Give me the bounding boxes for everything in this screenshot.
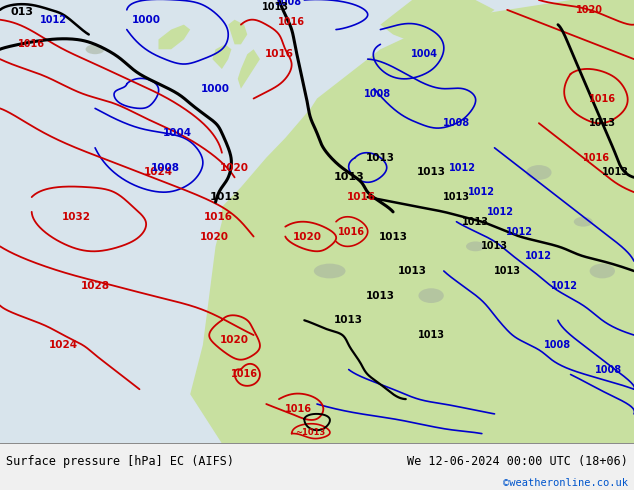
Text: 1008: 1008 <box>545 340 571 350</box>
Ellipse shape <box>526 165 552 180</box>
Text: 1013: 1013 <box>418 330 444 340</box>
Text: 1016: 1016 <box>347 192 376 202</box>
Text: ~1013: ~1013 <box>295 428 326 437</box>
Text: 1008: 1008 <box>443 118 470 128</box>
Ellipse shape <box>466 242 485 251</box>
Text: 1016: 1016 <box>18 39 45 49</box>
Text: 1013: 1013 <box>443 192 470 202</box>
Text: 1032: 1032 <box>61 212 91 222</box>
Text: 1013: 1013 <box>462 217 489 227</box>
Text: 1008: 1008 <box>364 89 391 98</box>
Polygon shape <box>212 45 231 69</box>
Polygon shape <box>158 24 190 49</box>
Text: We 12-06-2024 00:00 UTC (18+06): We 12-06-2024 00:00 UTC (18+06) <box>407 455 628 467</box>
Text: 1013: 1013 <box>366 153 395 163</box>
Text: ©weatheronline.co.uk: ©weatheronline.co.uk <box>503 478 628 488</box>
Polygon shape <box>222 320 304 443</box>
Ellipse shape <box>418 288 444 303</box>
Text: 1000: 1000 <box>201 84 230 94</box>
Text: 1013: 1013 <box>378 231 408 242</box>
Text: 1024: 1024 <box>49 340 78 350</box>
Text: 1016: 1016 <box>278 17 305 27</box>
Ellipse shape <box>86 45 105 54</box>
Text: 1013: 1013 <box>262 2 289 12</box>
Text: 1020: 1020 <box>576 5 603 15</box>
Ellipse shape <box>314 264 346 278</box>
Text: 1016: 1016 <box>204 212 233 222</box>
Text: 1016: 1016 <box>339 226 365 237</box>
Polygon shape <box>380 0 495 39</box>
Ellipse shape <box>574 217 593 227</box>
Text: 1020: 1020 <box>220 335 249 345</box>
Text: 1013: 1013 <box>417 168 446 177</box>
Text: 013: 013 <box>11 7 34 17</box>
Text: 1013: 1013 <box>494 266 521 276</box>
Text: 1013: 1013 <box>602 168 628 177</box>
Text: 1008: 1008 <box>595 365 622 374</box>
Text: 1012: 1012 <box>469 187 495 197</box>
Text: 1020: 1020 <box>293 231 322 242</box>
Text: 1012: 1012 <box>551 281 578 291</box>
Polygon shape <box>238 49 260 89</box>
Text: 1000: 1000 <box>131 15 160 24</box>
Text: 1013: 1013 <box>210 192 240 202</box>
Text: 1016: 1016 <box>264 49 294 59</box>
Text: 1020: 1020 <box>220 163 249 172</box>
Text: 1012: 1012 <box>450 163 476 172</box>
Text: 1012: 1012 <box>41 15 67 24</box>
Text: 1016: 1016 <box>583 153 609 163</box>
Text: 1028: 1028 <box>81 281 110 291</box>
Polygon shape <box>228 20 247 45</box>
Text: 1012: 1012 <box>507 226 533 237</box>
Text: 1016: 1016 <box>589 94 616 103</box>
Ellipse shape <box>590 264 615 278</box>
Text: 1013: 1013 <box>333 172 364 182</box>
Text: 1013: 1013 <box>589 118 616 128</box>
Text: 1013: 1013 <box>366 291 395 301</box>
Text: 1004: 1004 <box>411 49 438 59</box>
Text: 1013: 1013 <box>334 315 363 325</box>
Text: 1016: 1016 <box>231 369 257 379</box>
Text: 1020: 1020 <box>200 231 229 242</box>
Text: 1012: 1012 <box>526 251 552 261</box>
Text: 1013: 1013 <box>398 266 427 276</box>
Text: 1016: 1016 <box>285 404 311 414</box>
Text: 1012: 1012 <box>488 207 514 217</box>
Text: Surface pressure [hPa] EC (AIFS): Surface pressure [hPa] EC (AIFS) <box>6 455 235 467</box>
Text: 1024: 1024 <box>144 168 173 177</box>
Text: 1013: 1013 <box>481 242 508 251</box>
Polygon shape <box>190 0 634 443</box>
Text: 1008: 1008 <box>150 163 179 172</box>
Text: 1008: 1008 <box>275 0 302 7</box>
Text: 1004: 1004 <box>163 128 192 138</box>
